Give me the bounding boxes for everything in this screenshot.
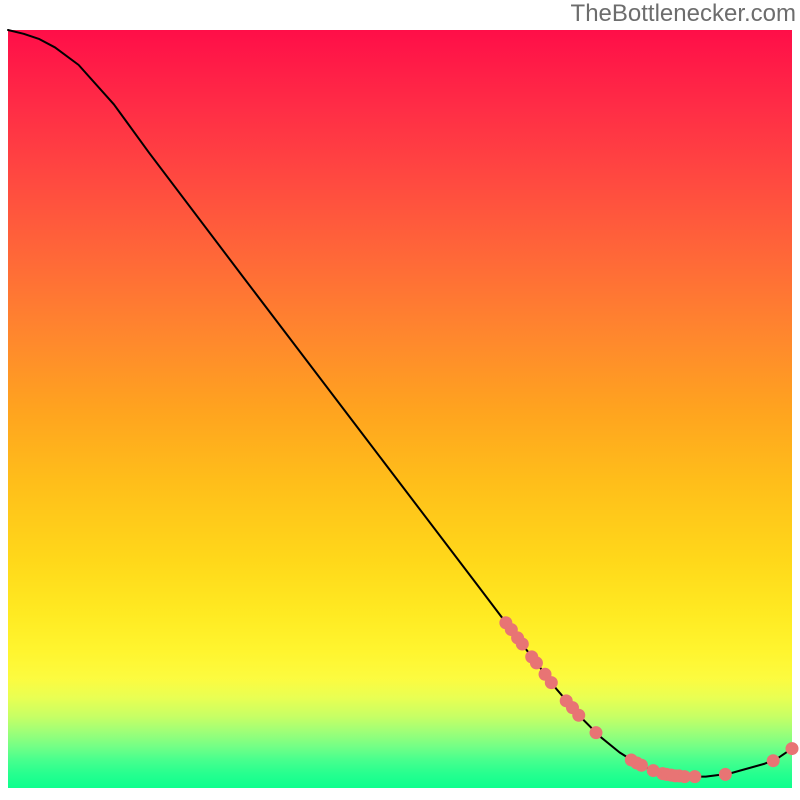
marker-dot — [767, 755, 779, 767]
marker-dot — [786, 743, 798, 755]
marker-dot — [545, 677, 557, 689]
gradient-background — [8, 30, 792, 788]
marker-dot — [590, 727, 602, 739]
chart-container: TheBottlenecker.com — [0, 0, 800, 800]
marker-dot — [530, 657, 542, 669]
marker-dot — [516, 638, 528, 650]
marker-dot — [689, 771, 701, 783]
marker-dot — [635, 759, 647, 771]
watermark-text: TheBottlenecker.com — [571, 0, 796, 27]
marker-dot — [719, 768, 731, 780]
marker-dot — [573, 709, 585, 721]
bottleneck-chart: TheBottlenecker.com — [0, 0, 800, 800]
